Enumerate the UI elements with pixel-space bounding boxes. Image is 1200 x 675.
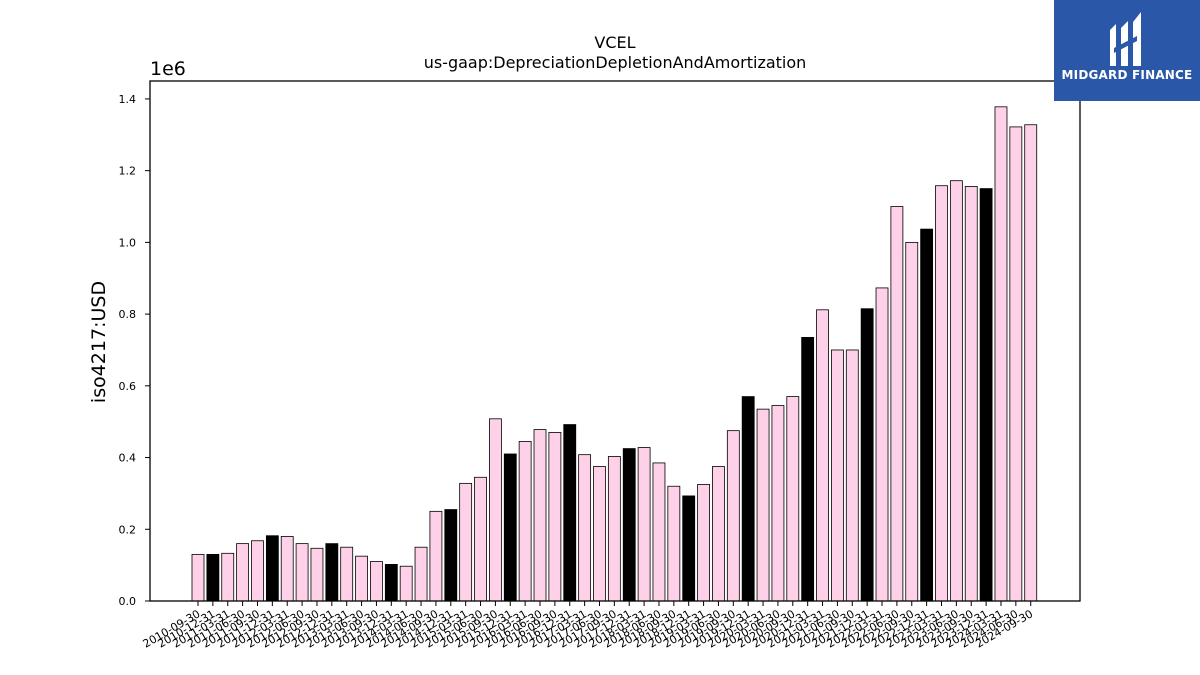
y-tick-label: 1.4 [119,93,137,106]
bar-2022-12-31 [920,228,934,602]
bar-2012-12-31 [325,543,339,602]
bar-2012-09-30 [310,547,324,602]
bar-2016-09-30 [548,432,562,602]
bar-2021-09-30 [845,349,859,602]
bar-2020-06-30 [771,405,785,602]
bar-2022-06-30 [890,206,904,602]
chart-subtitle: us-gaap:DepreciationDepletionAndAmortiza… [424,53,807,72]
bar-2013-12-31 [384,564,398,602]
bar-2024-09-30 [1024,124,1038,602]
bar-2014-06-30 [414,546,428,602]
bar-2019-09-30 [726,430,740,602]
bar-2024-06-30 [1009,126,1023,602]
midgard-finance-logo: MIDGARD FINANCE [1054,0,1200,101]
bar-2016-03-31 [518,441,532,602]
bar-2015-12-31 [503,453,517,602]
bar-2011-06-30 [236,543,250,602]
bar-2011-12-31 [265,535,279,602]
y-tick-label: 0.2 [119,523,137,536]
bar-2010-12-31 [206,553,220,602]
y-tick-label: 0.6 [119,380,137,393]
bar-2012-06-30 [295,543,309,602]
y-tick-label: 1.0 [119,236,137,249]
bar-2021-06-30 [831,349,844,602]
bar-2011-03-31 [221,552,235,602]
bar-2015-06-30 [474,476,487,602]
bar-2014-09-30 [429,510,443,602]
chart-title: VCEL [594,33,635,52]
bar-2021-03-31 [816,309,829,602]
bar-2015-03-31 [459,482,473,602]
midgard-logo-icon [1110,12,1141,66]
bar-2017-06-30 [593,466,606,602]
bar-2021-12-31 [860,308,874,602]
bar-2013-09-30 [370,561,383,602]
bar-2018-12-31 [682,495,696,602]
bar-2023-12-31 [979,188,993,602]
bar-2013-03-31 [340,546,354,602]
y-tick-label: 0.8 [119,308,137,321]
bar-2017-09-30 [607,456,621,602]
bar-2015-09-30 [488,418,502,602]
plot-area-frame [149,80,1081,602]
bar-2011-09-30 [251,540,264,602]
bar-2018-03-31 [637,447,651,602]
bar-2023-09-30 [964,186,978,602]
bar-2020-12-31 [801,337,815,602]
y-axis-ticks: 0.0 0.2 0.4 0.6 0.8 1.0 1.2 1.4 [119,93,150,608]
bar-2023-03-31 [935,185,948,602]
bar-2014-03-31 [399,565,413,602]
bar-2023-06-30 [949,180,963,602]
bars-group [191,106,1038,602]
bar-2022-03-31 [875,287,889,602]
bar-2020-03-31 [756,408,770,602]
y-axis-offset-label: 1e6 [150,58,186,80]
bar-2018-09-30 [667,485,681,602]
bar-2010-09-30 [191,553,205,602]
bar-2019-12-31 [741,396,755,602]
logo-text: MIDGARD FINANCE [1061,68,1193,82]
bar-2013-06-30 [355,555,368,602]
bar-2017-03-31 [578,454,592,602]
bar-2019-06-30 [712,466,725,602]
bar-2024-03-31 [994,106,1008,602]
bar-2016-12-31 [563,424,577,602]
bar-2016-06-30 [533,429,547,602]
bar-2017-12-31 [622,448,636,602]
y-tick-label: 0.0 [119,595,137,608]
bar-2018-06-30 [652,462,666,602]
y-axis-label: iso4217:USD [88,281,110,403]
bar-2020-09-30 [786,396,800,602]
bar-2014-12-31 [444,509,458,602]
bar-2019-03-31 [697,484,710,602]
bar-2022-09-30 [905,241,919,602]
bar-2012-03-31 [280,536,294,602]
y-tick-label: 0.4 [119,452,137,465]
y-tick-label: 1.2 [119,165,137,178]
x-axis-ticks: 2010-09-302010-12-312011-03-312011-06-30… [141,601,1035,651]
